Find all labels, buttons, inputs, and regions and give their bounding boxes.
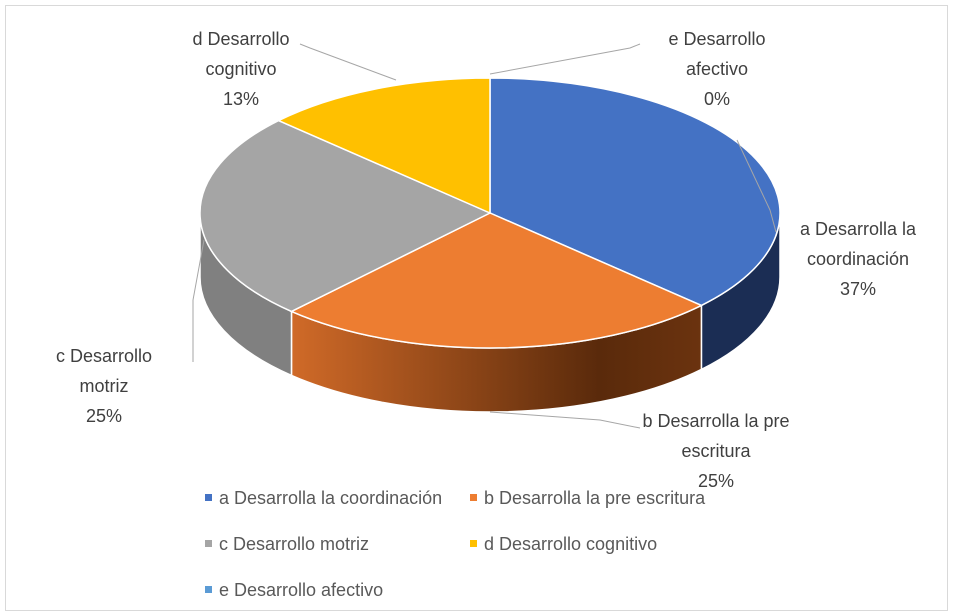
data-label: a Desarrolla la coordinación 37% (773, 214, 943, 304)
leader-line (299, 43, 397, 81)
data-label-name: d Desarrollo cognitivo (192, 29, 290, 79)
legend-swatch (470, 539, 477, 547)
pie-slice (199, 119, 492, 313)
legend-item: b Desarrolla la pre escritura (470, 487, 705, 509)
legend-swatch (205, 493, 212, 501)
data-label-name: c Desarrollo motriz (55, 346, 153, 396)
legend-item: c Desarrollo motriz (205, 533, 369, 555)
data-label-value: 25% (697, 471, 735, 491)
pie-slice (489, 77, 781, 307)
legend-item: a Desarrolla la coordinación (205, 487, 442, 509)
data-label-name: a Desarrolla la coordinación (799, 219, 917, 269)
legend-swatch (205, 585, 212, 593)
legend-label: e Desarrollo afectivo (219, 580, 384, 600)
leader-line (489, 411, 641, 429)
pie-slice (289, 212, 704, 349)
data-label: b Desarrolla la pre escritura 25% (631, 406, 801, 496)
data-label-name: e Desarrollo afectivo (668, 29, 766, 79)
data-label: d Desarrollo cognitivo 13% (166, 24, 316, 114)
leader-line (192, 239, 205, 362)
legend-label: b Desarrolla la pre escritura (484, 488, 706, 508)
legend-swatch (205, 539, 212, 547)
legend-label: d Desarrollo cognitivo (484, 534, 658, 554)
data-label-value: 13% (222, 89, 260, 109)
data-label: e Desarrollo afectivo 0% (642, 24, 792, 114)
data-label: c Desarrollo motriz 25% (34, 341, 174, 431)
leader-line (489, 43, 641, 75)
data-label-value: 0% (703, 89, 730, 109)
legend-item: d Desarrollo cognitivo (470, 533, 657, 555)
data-label-value: 37% (839, 279, 877, 299)
pie-slice (276, 77, 491, 215)
legend-label: c Desarrollo motriz (219, 534, 370, 554)
data-label-name: b Desarrolla la pre escritura (642, 411, 790, 461)
data-label-value: 25% (85, 406, 123, 426)
legend-swatch (470, 493, 477, 501)
legend-label: a Desarrolla la coordinación (219, 488, 443, 508)
leader-line (736, 139, 777, 233)
legend-item: e Desarrollo afectivo (205, 579, 383, 601)
